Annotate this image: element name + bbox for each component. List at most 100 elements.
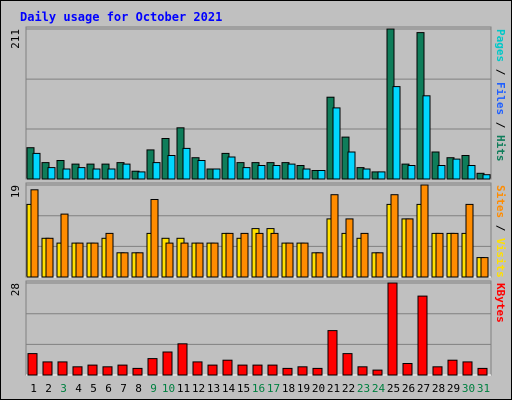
- sites-bar: [195, 242, 204, 278]
- kbytes-bar: [402, 363, 413, 376]
- kbytes-bar: [267, 364, 278, 376]
- x-tick-label: 12: [192, 382, 205, 395]
- kbytes-bar: [192, 361, 203, 376]
- x-tick-label: 18: [282, 382, 295, 395]
- x-tick-label: 10: [162, 382, 175, 395]
- files-bar: [107, 168, 116, 180]
- sites-visits-legend: Sites / Visits: [494, 185, 507, 278]
- kbytes-bar: [282, 367, 293, 376]
- sites-bar: [285, 242, 294, 278]
- sites-bar: [30, 189, 39, 278]
- sites-bar: [330, 194, 339, 278]
- files-bar: [437, 165, 446, 180]
- sites-bar: [225, 232, 234, 278]
- sites-bar: [465, 203, 474, 278]
- x-tick-label: 24: [372, 382, 386, 395]
- legend-entry: Hits: [494, 135, 507, 162]
- files-bar: [77, 167, 86, 180]
- files-bar: [242, 167, 251, 180]
- kbytes-bar: [462, 361, 473, 376]
- x-tick-label: 5: [90, 382, 97, 395]
- sites-bar: [75, 242, 84, 278]
- x-tick-label: 26: [402, 382, 415, 395]
- sites-bar: [270, 232, 279, 278]
- files-bar: [152, 162, 161, 180]
- files-bar: [92, 168, 101, 180]
- chart-title: Daily usage for October 2021: [20, 10, 222, 24]
- files-bar: [422, 95, 431, 180]
- sites-bar: [345, 218, 354, 278]
- legend-entry: KBytes: [494, 283, 507, 323]
- sites-bar: [360, 232, 369, 278]
- files-bar: [287, 163, 296, 180]
- x-tick-label: 11: [177, 382, 190, 395]
- files-bar: [482, 174, 491, 180]
- legend-entry: Pages: [494, 29, 507, 62]
- files-bar: [167, 155, 176, 180]
- x-tick-label: 3: [60, 382, 67, 395]
- kbytes-plot-area: [25, 280, 492, 376]
- hits-files-pages-panel: 211 Pages / Files / Hits: [9, 26, 507, 180]
- files-bar: [182, 147, 191, 180]
- legend-entry: /: [494, 218, 507, 238]
- sites-bar: [300, 242, 309, 278]
- x-tick-label: 6: [105, 382, 112, 395]
- x-tick-label: 15: [237, 382, 250, 395]
- x-tick-label: 1: [30, 382, 37, 395]
- x-tick-label: 28: [432, 382, 445, 395]
- kbytes-bar: [87, 364, 98, 376]
- files-bar: [272, 165, 281, 180]
- files-bar: [332, 107, 341, 180]
- x-tick-label: 22: [342, 382, 355, 395]
- sites-bar: [60, 213, 69, 278]
- sites-bar: [450, 232, 459, 278]
- kbytes-bar: [222, 359, 233, 376]
- sites-bar: [150, 199, 159, 278]
- kbytes-bar: [42, 361, 53, 376]
- kbytes-bar: [417, 295, 428, 376]
- x-tick-label: 30: [462, 382, 475, 395]
- x-tick-label: 20: [312, 382, 325, 395]
- legend-entry: Visits: [494, 238, 507, 278]
- files-bar: [212, 168, 221, 180]
- kbytes-legend: KBytes: [494, 283, 507, 323]
- files-bar: [392, 86, 401, 180]
- kbytes-bar: [252, 364, 263, 376]
- sites-bar: [180, 242, 189, 278]
- kbytes-bar: [357, 366, 368, 376]
- x-tick-label: 4: [75, 382, 82, 395]
- x-tick-label: 16: [252, 382, 265, 395]
- kbytes-ymax-label: 28: [9, 283, 22, 296]
- sites-bar: [405, 218, 414, 278]
- sites-bar: [375, 252, 384, 278]
- kbytes-bar: [327, 330, 338, 376]
- files-bar: [227, 156, 236, 180]
- series-kbytes: [27, 282, 488, 376]
- sites-bar: [135, 252, 144, 278]
- x-tick-label: 17: [267, 382, 280, 395]
- files-bar: [407, 165, 416, 180]
- x-tick-label: 2: [45, 382, 52, 395]
- files-bar: [377, 171, 386, 180]
- sites-bar: [90, 242, 99, 278]
- sites-bar: [435, 232, 444, 278]
- files-bar: [62, 168, 71, 180]
- series-files: [32, 86, 491, 180]
- files-bar: [137, 171, 146, 180]
- files-bar: [122, 163, 131, 180]
- kbytes-bar: [342, 353, 353, 376]
- x-tick-label: 7: [120, 382, 127, 395]
- x-tick-label: 27: [417, 382, 430, 395]
- files-bar: [317, 170, 326, 180]
- legend-entry: Files: [494, 82, 507, 115]
- files-bar: [32, 152, 41, 180]
- files-bar: [452, 158, 461, 180]
- sites-bar: [420, 184, 429, 278]
- kbytes-bar: [177, 343, 188, 376]
- x-tick-label: 29: [447, 382, 460, 395]
- sites-bar: [480, 257, 489, 278]
- x-tick-label: 9: [150, 382, 157, 395]
- sites-visits-ymax-label: 19: [9, 185, 22, 198]
- x-tick-label: 23: [357, 382, 370, 395]
